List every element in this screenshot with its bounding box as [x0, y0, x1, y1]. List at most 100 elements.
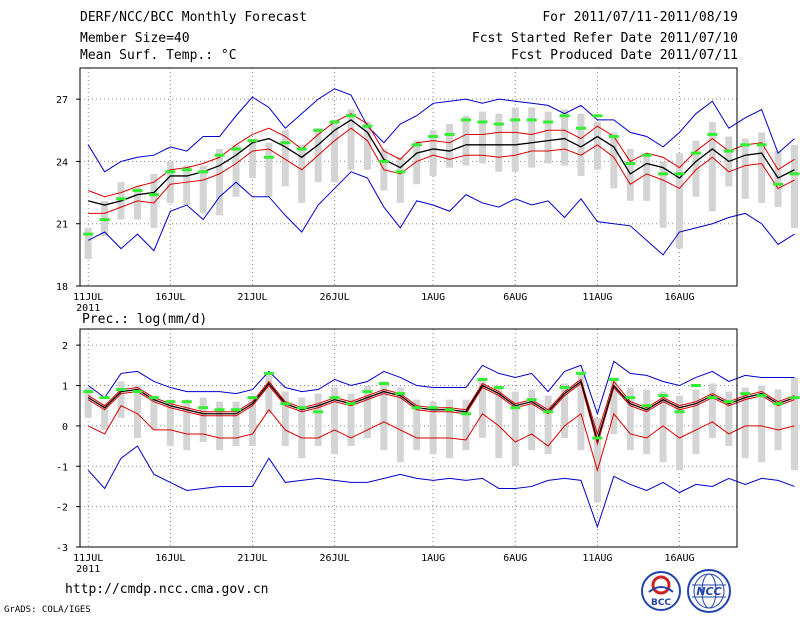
temperature-frame	[79, 67, 738, 287]
temperature-marker	[214, 153, 225, 157]
precipitation-spread-bar	[478, 379, 486, 438]
temperature-marker	[493, 122, 504, 126]
precipitation-marker	[198, 406, 209, 410]
precipitation-marker	[690, 384, 701, 388]
precipitation-spread-bar	[133, 385, 141, 438]
precipitation-marker	[378, 382, 389, 385]
precipitation-spread-bar	[314, 393, 322, 447]
temperature-marker	[280, 141, 291, 145]
ncc-logo-text: NCC	[696, 585, 721, 598]
precipitation-ytick-label: 2	[62, 341, 68, 352]
precipitation-spread-bar	[331, 387, 339, 455]
temperature-spread-bar	[413, 140, 421, 185]
temperature-marker	[231, 147, 242, 151]
precipitation-spread-bar	[462, 399, 470, 451]
temperature-spread-bar	[544, 111, 552, 164]
precipitation-spread-bar	[692, 389, 700, 455]
precipitation-spread-bar	[396, 387, 404, 463]
precipitation-xtick-label: 26JUL	[320, 553, 350, 564]
temperature-ytick-label: 24	[56, 157, 68, 168]
temperature-spread-bar	[347, 109, 355, 170]
temperature-spread-bar	[774, 151, 782, 208]
precipitation-spread-bar	[429, 401, 437, 455]
precipitation-marker	[247, 396, 258, 400]
temperature-marker	[526, 118, 537, 122]
precipitation-spread-bar	[774, 389, 782, 451]
precipitation-ytick-label: -3	[56, 543, 68, 554]
precipitation-spread-bar	[659, 391, 667, 463]
temperature-marker	[296, 147, 307, 151]
temperature-ytick-label: 27	[56, 95, 68, 106]
temperature-marker	[460, 118, 471, 122]
bcc-logo: BCC	[641, 571, 681, 611]
precipitation-spread-bar	[643, 389, 651, 455]
temperature-xtick-label: 21JUL	[237, 292, 267, 303]
temperature-marker	[181, 168, 192, 172]
precipitation-marker	[148, 396, 159, 400]
precipitation-spread-bar	[413, 399, 421, 451]
precipitation-marker	[263, 371, 274, 375]
precipitation-marker	[280, 402, 291, 406]
temperature-marker	[165, 170, 176, 174]
variable-label: Mean Surf. Temp.: °C	[80, 48, 237, 63]
temperature-marker	[132, 188, 143, 192]
precipitation-frame	[79, 328, 738, 548]
precipitation-spread-bar	[117, 381, 125, 418]
bcc-logo-text: BCC	[651, 598, 671, 608]
temperature-marker	[378, 159, 389, 163]
precipitation-marker	[592, 436, 603, 440]
temperature-spread-bar	[446, 124, 454, 168]
precip-variable-label: Prec.: log(mm/d)	[82, 312, 207, 327]
precipitation-spread-bar	[265, 375, 273, 414]
temperature-marker	[674, 172, 685, 176]
ncc-logo: NCC	[687, 569, 731, 613]
temperature-spread-bar	[199, 165, 207, 214]
temperature-marker	[148, 193, 159, 197]
precipitation-xtick-label: 16AUG	[664, 553, 694, 564]
precipitation-marker	[83, 390, 94, 394]
temperature-spread-bar	[150, 173, 158, 228]
temperature-spread-bar	[626, 148, 634, 201]
precipitation-marker	[559, 386, 570, 390]
temperature-spread-bar	[84, 227, 92, 260]
temperature-lower-std-line	[88, 127, 795, 214]
precipitation-spread-bar	[363, 385, 371, 438]
precipitation-spread-bar	[232, 401, 240, 447]
temperature-marker	[477, 120, 488, 124]
precipitation-spread-bar	[544, 395, 552, 455]
temperature-spread-bar	[676, 153, 684, 249]
precipitation-xtick-label: 11AUG	[582, 553, 612, 564]
precipitation-marker	[477, 377, 488, 381]
precipitation-marker	[789, 396, 800, 400]
chart-title: DERF/NCC/BCC Monthly Forecast	[80, 10, 307, 25]
temperature-spread-bar	[561, 109, 569, 166]
temperature-marker	[608, 135, 619, 139]
produced-date: Fcst Produced Date 2011/07/11	[511, 48, 738, 63]
precipitation-marker	[313, 410, 324, 414]
temperature-max-line	[87, 88, 795, 173]
grads-credit: GrADS: COLA/IGES	[4, 605, 91, 615]
temperature-marker	[789, 172, 800, 176]
precipitation-xtick-label: 21JUL	[237, 553, 267, 564]
temperature-xtick-label: 6AUG	[503, 292, 527, 303]
precipitation-spread-bar	[166, 399, 174, 447]
precipitation-marker	[181, 400, 192, 404]
footer-url[interactable]: http://cmdp.ncc.cma.gov.cn	[65, 582, 269, 597]
precipitation-spread-bar	[708, 383, 716, 438]
temperature-ytick-label: 21	[56, 220, 68, 231]
precipitation-marker	[165, 400, 176, 404]
precipitation-spread-bar	[790, 377, 798, 471]
precipitation-spread-bar	[380, 381, 388, 451]
temperature-marker	[592, 114, 603, 118]
precipitation-marker	[773, 402, 784, 406]
precipitation-marker	[395, 392, 406, 396]
temperature-marker	[329, 120, 340, 124]
precipitation-xtick-label: 6AUG	[503, 553, 527, 564]
temperature-marker	[641, 153, 652, 157]
temperature-spread-bar	[577, 113, 585, 176]
temperature-spread-bar	[593, 121, 601, 170]
precipitation-spread-bar	[511, 391, 519, 467]
precipitation-upper-std-line	[87, 378, 795, 436]
precipitation-spread-bar	[248, 395, 256, 447]
precipitation-xtick-sublabel: 2011	[76, 564, 100, 575]
